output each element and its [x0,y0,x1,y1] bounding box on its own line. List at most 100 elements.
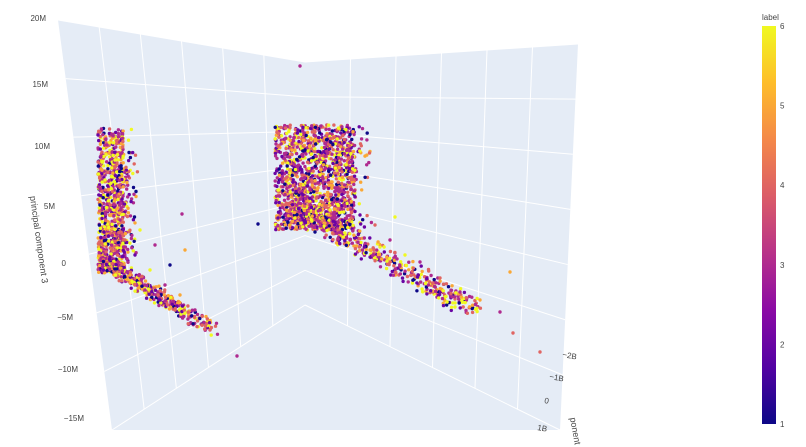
series-point [133,253,137,257]
left-cluster-point [123,231,128,236]
right-cluster-point [292,162,296,167]
left-tail-point [205,317,210,321]
right-cluster-point [301,225,305,229]
right-cluster-point [301,138,306,143]
left-cluster-point [110,190,115,194]
series-point [173,308,177,312]
right-cluster-point [287,223,292,227]
left-cluster-point [117,178,122,183]
series-point [105,143,109,147]
right-cluster-point [335,137,339,141]
right-cluster-point [277,188,281,192]
right-tail-point [344,243,348,247]
left-cluster-point [100,189,104,194]
right-tail-point [393,254,397,258]
left-tail-point [113,267,117,271]
right-cluster-point [290,173,294,178]
right-tail-point [432,277,436,282]
left-tail-point [186,304,190,308]
right-cluster-point [348,222,352,227]
left-cluster-point [97,193,101,197]
right-tail-point [411,266,415,270]
left-cluster-point [110,166,114,170]
left-tail-point [186,310,190,314]
left-tail-point [214,321,219,325]
right-cluster-point [294,225,298,229]
right-cluster-point [291,226,295,230]
left-cluster-point [128,214,133,218]
right-cluster-point [286,161,290,165]
right-tail-point [331,227,336,231]
right-cluster-point [305,160,310,164]
left-cluster-point [100,172,104,176]
x-tick-label: −1B [549,372,565,383]
left-tail-point [119,275,124,279]
right-cluster-point [336,126,341,130]
z-tick-label: −15M [64,414,85,423]
right-cluster-point [294,189,298,194]
left-cluster-point [133,153,138,157]
right-cluster-point [303,197,308,201]
right-tail-point [449,308,453,313]
right-tail-point [377,252,382,256]
z-tick-label: −10M [58,365,79,374]
right-cluster-point [349,187,353,191]
right-cluster-point [277,200,281,205]
right-tail-point [427,269,431,273]
right-cluster-point [304,152,308,156]
right-cluster-point [333,166,338,170]
left-cluster-point [96,172,101,176]
series-point [296,128,300,132]
right-tail-point [465,311,470,315]
right-cluster-point [290,219,295,223]
left-tail-point [101,268,106,272]
left-cluster-point [112,150,117,154]
series-point [303,148,307,152]
left-tail-point [126,270,130,274]
right-cluster-point [342,159,346,163]
right-cluster-point [300,170,304,174]
left-tail-point [105,268,109,273]
right-tail-point [434,289,438,293]
left-tail-point [180,316,185,320]
right-tail-point [419,280,423,284]
right-cluster-point [280,161,285,165]
left-tail-point [198,316,202,321]
left-cluster-point [126,195,130,199]
left-cluster-point [102,239,107,243]
right-tail-point [409,273,413,277]
left-tail-point [125,277,129,282]
left-cluster-point [117,183,121,188]
right-tail-point [299,221,303,225]
right-cluster-point [282,198,287,202]
left-cluster-point [125,257,129,261]
right-cluster-point [321,138,325,142]
right-cluster-point [324,138,329,142]
left-cluster-point [121,194,125,198]
series-point [138,228,142,232]
right-tail-point [338,241,342,246]
series-point [158,298,162,302]
right-tail-point [341,235,345,239]
right-tail-point [331,232,335,236]
right-cluster-point [350,155,355,159]
right-cluster-point [352,143,357,148]
left-cluster-point [98,229,103,233]
right-tail-point [420,287,424,291]
right-cluster-point [313,147,317,151]
right-tail-point [321,216,325,220]
left-cluster-point [110,227,114,231]
right-cluster-point [302,186,306,190]
right-cluster-point [344,127,348,132]
left-cluster-point [121,227,126,232]
right-cluster-point [297,193,301,197]
right-tail-point [401,279,405,284]
right-cluster-point [288,190,292,194]
left-cluster-point [123,170,127,174]
right-tail-point [327,224,331,228]
right-tail-point [475,296,479,301]
left-cluster-point [107,225,111,230]
right-tail-point [390,269,394,274]
colorbar-title: label [762,13,779,22]
